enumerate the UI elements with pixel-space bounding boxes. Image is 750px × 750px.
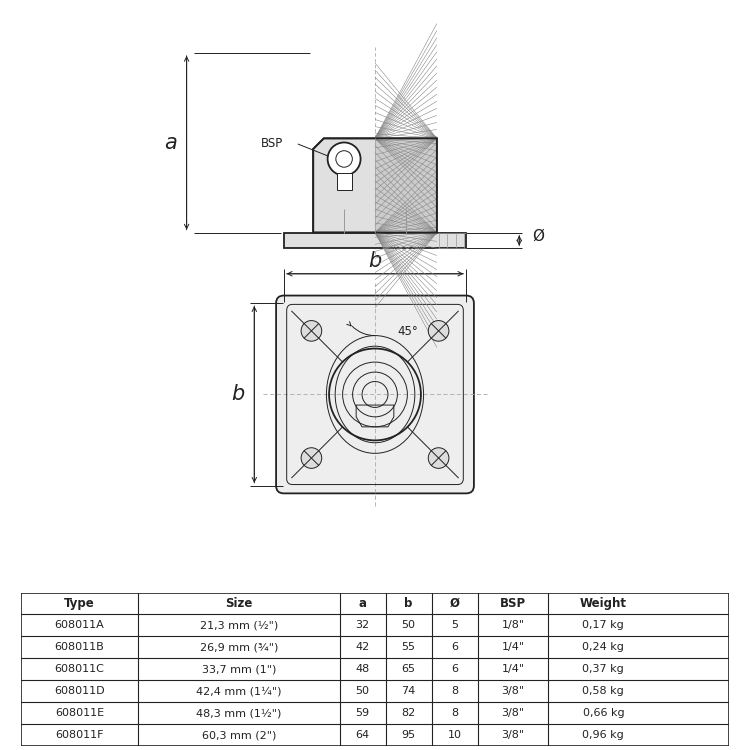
- Text: 26,9 mm (¾"): 26,9 mm (¾"): [200, 643, 278, 652]
- Text: 42,4 mm (1¼"): 42,4 mm (1¼"): [196, 686, 281, 696]
- Text: 1/8": 1/8": [502, 620, 524, 631]
- Text: 50: 50: [356, 686, 370, 696]
- Text: Type: Type: [64, 597, 94, 610]
- Circle shape: [428, 448, 449, 468]
- Text: 50: 50: [402, 620, 416, 631]
- Text: b: b: [368, 251, 382, 271]
- Text: Weight: Weight: [580, 597, 627, 610]
- Text: 608011F: 608011F: [56, 730, 104, 740]
- Text: 608011C: 608011C: [55, 664, 104, 674]
- Text: Ø: Ø: [532, 228, 544, 243]
- Circle shape: [301, 448, 322, 468]
- Text: 60,3 mm (2"): 60,3 mm (2"): [202, 730, 276, 740]
- Text: 45°: 45°: [397, 325, 418, 338]
- Text: 48: 48: [356, 664, 370, 674]
- Text: 33,7 mm (1"): 33,7 mm (1"): [202, 664, 276, 674]
- Text: 8: 8: [451, 686, 458, 696]
- Text: 3/8": 3/8": [502, 708, 524, 718]
- Text: 64: 64: [356, 730, 370, 740]
- Text: 74: 74: [401, 686, 416, 696]
- Polygon shape: [337, 172, 352, 190]
- Polygon shape: [284, 232, 466, 248]
- Circle shape: [428, 320, 449, 341]
- Text: BSP: BSP: [500, 597, 526, 610]
- Text: 8: 8: [451, 708, 458, 718]
- Text: 608011A: 608011A: [55, 620, 104, 631]
- Text: 32: 32: [356, 620, 370, 631]
- Text: 48,3 mm (1½"): 48,3 mm (1½"): [196, 708, 281, 718]
- Polygon shape: [314, 138, 436, 232]
- Text: 55: 55: [402, 643, 416, 652]
- Text: b: b: [404, 597, 412, 610]
- Text: 608011D: 608011D: [54, 686, 105, 696]
- Text: 3/8": 3/8": [502, 686, 524, 696]
- Text: 0,37 kg: 0,37 kg: [583, 664, 624, 674]
- Text: 65: 65: [402, 664, 416, 674]
- FancyBboxPatch shape: [276, 296, 474, 494]
- Text: 3/8": 3/8": [502, 730, 524, 740]
- Text: 0,24 kg: 0,24 kg: [583, 643, 624, 652]
- Text: Ø: Ø: [450, 597, 460, 610]
- Text: 1/4": 1/4": [502, 643, 524, 652]
- Text: 10: 10: [448, 730, 462, 740]
- Circle shape: [301, 320, 322, 341]
- Text: 95: 95: [401, 730, 416, 740]
- Text: 0,66 kg: 0,66 kg: [583, 708, 624, 718]
- Text: 6: 6: [452, 664, 458, 674]
- Text: 82: 82: [401, 708, 416, 718]
- Text: a: a: [164, 133, 176, 153]
- Text: 59: 59: [356, 708, 370, 718]
- Text: b: b: [231, 385, 244, 404]
- Circle shape: [328, 142, 361, 176]
- Text: 21,3 mm (½"): 21,3 mm (½"): [200, 620, 278, 631]
- Text: 0,17 kg: 0,17 kg: [583, 620, 624, 631]
- Text: 0,58 kg: 0,58 kg: [583, 686, 624, 696]
- Text: 0,96 kg: 0,96 kg: [583, 730, 624, 740]
- Text: 1/4": 1/4": [502, 664, 524, 674]
- Text: 608011E: 608011E: [55, 708, 104, 718]
- Text: 5: 5: [452, 620, 458, 631]
- Text: 608011B: 608011B: [55, 643, 104, 652]
- Text: Size: Size: [225, 597, 253, 610]
- Text: a: a: [358, 597, 367, 610]
- Text: BSP: BSP: [261, 136, 283, 149]
- Polygon shape: [375, 138, 436, 232]
- Text: 42: 42: [356, 643, 370, 652]
- Text: 6: 6: [452, 643, 458, 652]
